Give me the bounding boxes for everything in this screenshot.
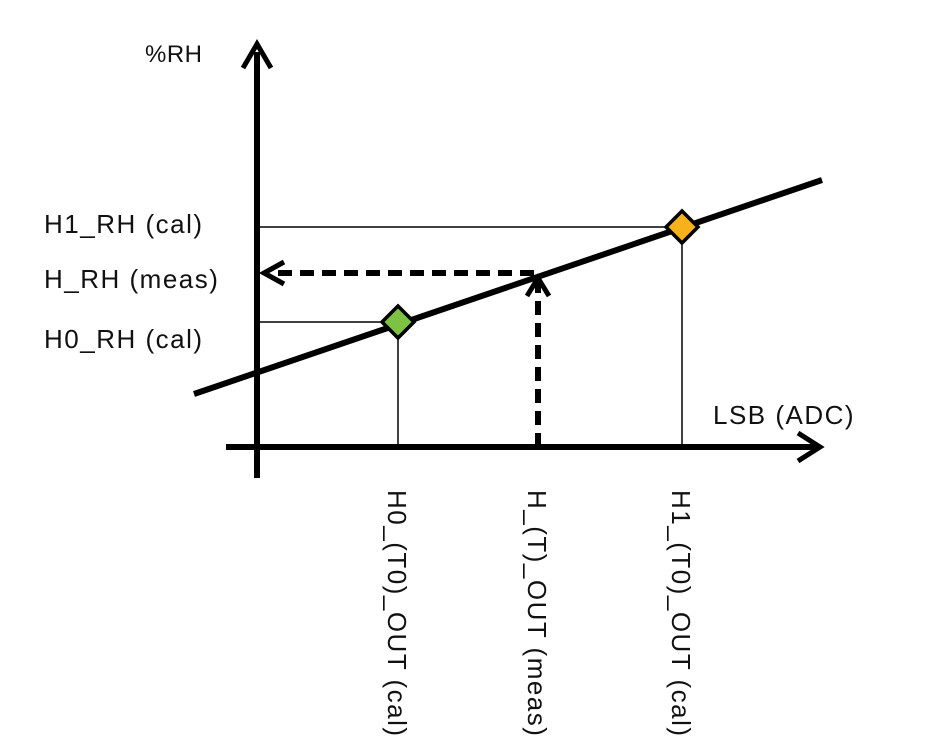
y-label-h1-rh: H1_RH (cal) — [44, 209, 204, 239]
x-label-h0-out: H0_(T0)_OUT (cal) — [382, 490, 412, 738]
x-axis-arrowhead — [796, 430, 825, 464]
x-label-h1-out: H1_(T0)_OUT (cal) — [666, 490, 696, 738]
y-axis-title: %RH — [145, 41, 203, 68]
measurement-left-arrowhead — [258, 259, 286, 287]
h0-calibration-point — [379, 303, 417, 341]
x-label-h-out: H_(T)_OUT (meas) — [522, 490, 552, 737]
y-label-h-rh: H_RH (meas) — [44, 264, 219, 294]
h1-calibration-point — [663, 208, 701, 246]
interpolation-line — [193, 177, 823, 397]
y-label-h0-rh: H0_RH (cal) — [44, 324, 204, 354]
measurement-up-arrowhead — [524, 273, 552, 298]
x-axis-title: LSB (ADC) — [713, 400, 855, 430]
y-axis-arrowhead — [240, 39, 274, 70]
